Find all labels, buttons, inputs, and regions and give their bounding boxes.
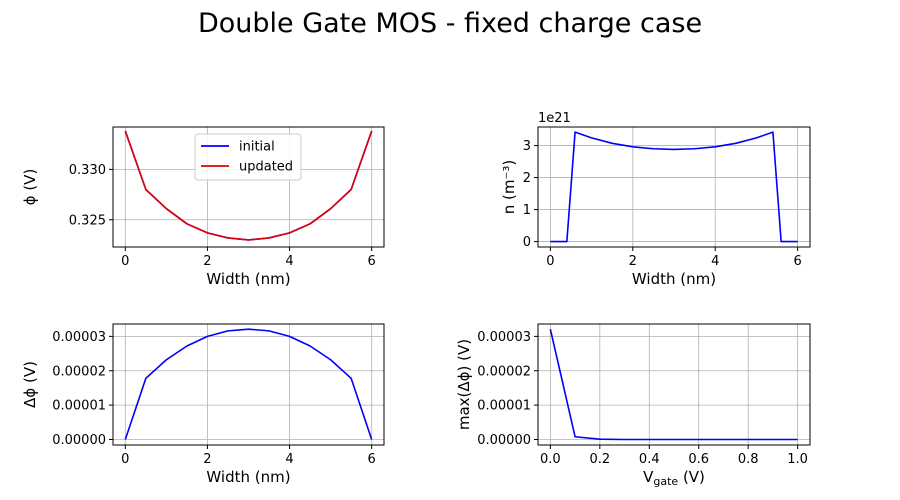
series-line-updated (124, 130, 373, 241)
y-tick-label: 0.325 (69, 213, 106, 228)
x-tick-label: 0.6 (688, 452, 709, 467)
x-axis-label: Width (nm) (206, 270, 290, 288)
y-tick-label: 0.00002 (52, 364, 106, 379)
y-tick-label: 3 (523, 139, 531, 154)
y-tick-label: 0.330 (69, 163, 106, 178)
y-tick-label: 0.00001 (52, 399, 106, 414)
y-tick-label: 0.00001 (477, 399, 531, 414)
x-tick-label: 0.8 (738, 452, 759, 467)
x-tick-label: 1.0 (787, 452, 808, 467)
x-tick-label: 4 (711, 254, 719, 269)
x-tick-label: 0.2 (589, 452, 610, 467)
x-tick-label: 2 (203, 254, 211, 269)
y-axis-label: max(Δϕ) (V) (455, 339, 473, 430)
y-tick-label: 0.00000 (52, 433, 106, 448)
x-tick-label: 0 (546, 254, 554, 269)
x-tick-label: 2 (629, 254, 637, 269)
x-tick-label: 6 (793, 254, 801, 269)
legend: initial updated (194, 133, 302, 181)
axes-frame (537, 323, 811, 446)
y-tick-label: 0.00003 (477, 330, 531, 345)
subplots: 0 2 4 6 0.325 0.330 Width (nm) ϕ (V) initial upda… (21, 111, 811, 488)
y-tick-label: 0.00002 (477, 364, 531, 379)
series-line-1 (124, 328, 373, 440)
series-line-1 (549, 328, 798, 441)
subplot-3: 0 2 4 6 0.00000 0.00001 0.00002 0.00003 Width (n… (21, 323, 385, 486)
axes-frame (112, 126, 385, 248)
subplot-2: 0 2 4 6 0 1 2 3 Width (nm) n (m⁻³) 1e21 (500, 111, 811, 288)
y-axis-label: Δϕ (V) (21, 361, 39, 408)
y-offset-label: 1e21 (538, 111, 571, 126)
y-tick-label: 0.00003 (52, 330, 106, 345)
figure-title: Double Gate MOS - fixed charge case (198, 8, 702, 39)
subplot-4: 0.0 0.2 0.4 0.6 0.8 1.0 0.00000 0.00001 0.00002 0… (455, 323, 811, 488)
x-tick-label: 0.4 (639, 452, 660, 467)
x-tick-label: 0.0 (540, 452, 561, 467)
y-tick-label: 0.00000 (477, 433, 531, 448)
x-axis-label: Width (nm) (632, 270, 716, 288)
y-axis-label: ϕ (V) (21, 169, 39, 206)
x-tick-label: 0 (121, 452, 129, 467)
y-tick-label: 0 (523, 235, 531, 250)
axes-frame (112, 323, 385, 446)
subplot-1: 0 2 4 6 0.325 0.330 Width (nm) ϕ (V) initial upda… (21, 126, 385, 288)
x-tick-label: 0 (121, 254, 129, 269)
legend-label: initial (239, 140, 275, 155)
y-tick-label: 2 (523, 171, 531, 186)
x-axis-label: Width (nm) (206, 468, 290, 486)
legend-label: updated (239, 160, 293, 175)
x-tick-label: 4 (285, 452, 293, 467)
x-tick-label: 6 (368, 452, 376, 467)
x-tick-label: 6 (368, 254, 376, 269)
axes-frame (537, 126, 811, 248)
x-tick-label: 2 (203, 452, 211, 467)
x-tick-label: 4 (285, 254, 293, 269)
series-line-1 (550, 131, 798, 243)
x-axis-label: Vgate (V) (643, 468, 705, 488)
y-tick-label: 1 (523, 203, 531, 218)
y-axis-label: n (m⁻³) (500, 160, 518, 215)
